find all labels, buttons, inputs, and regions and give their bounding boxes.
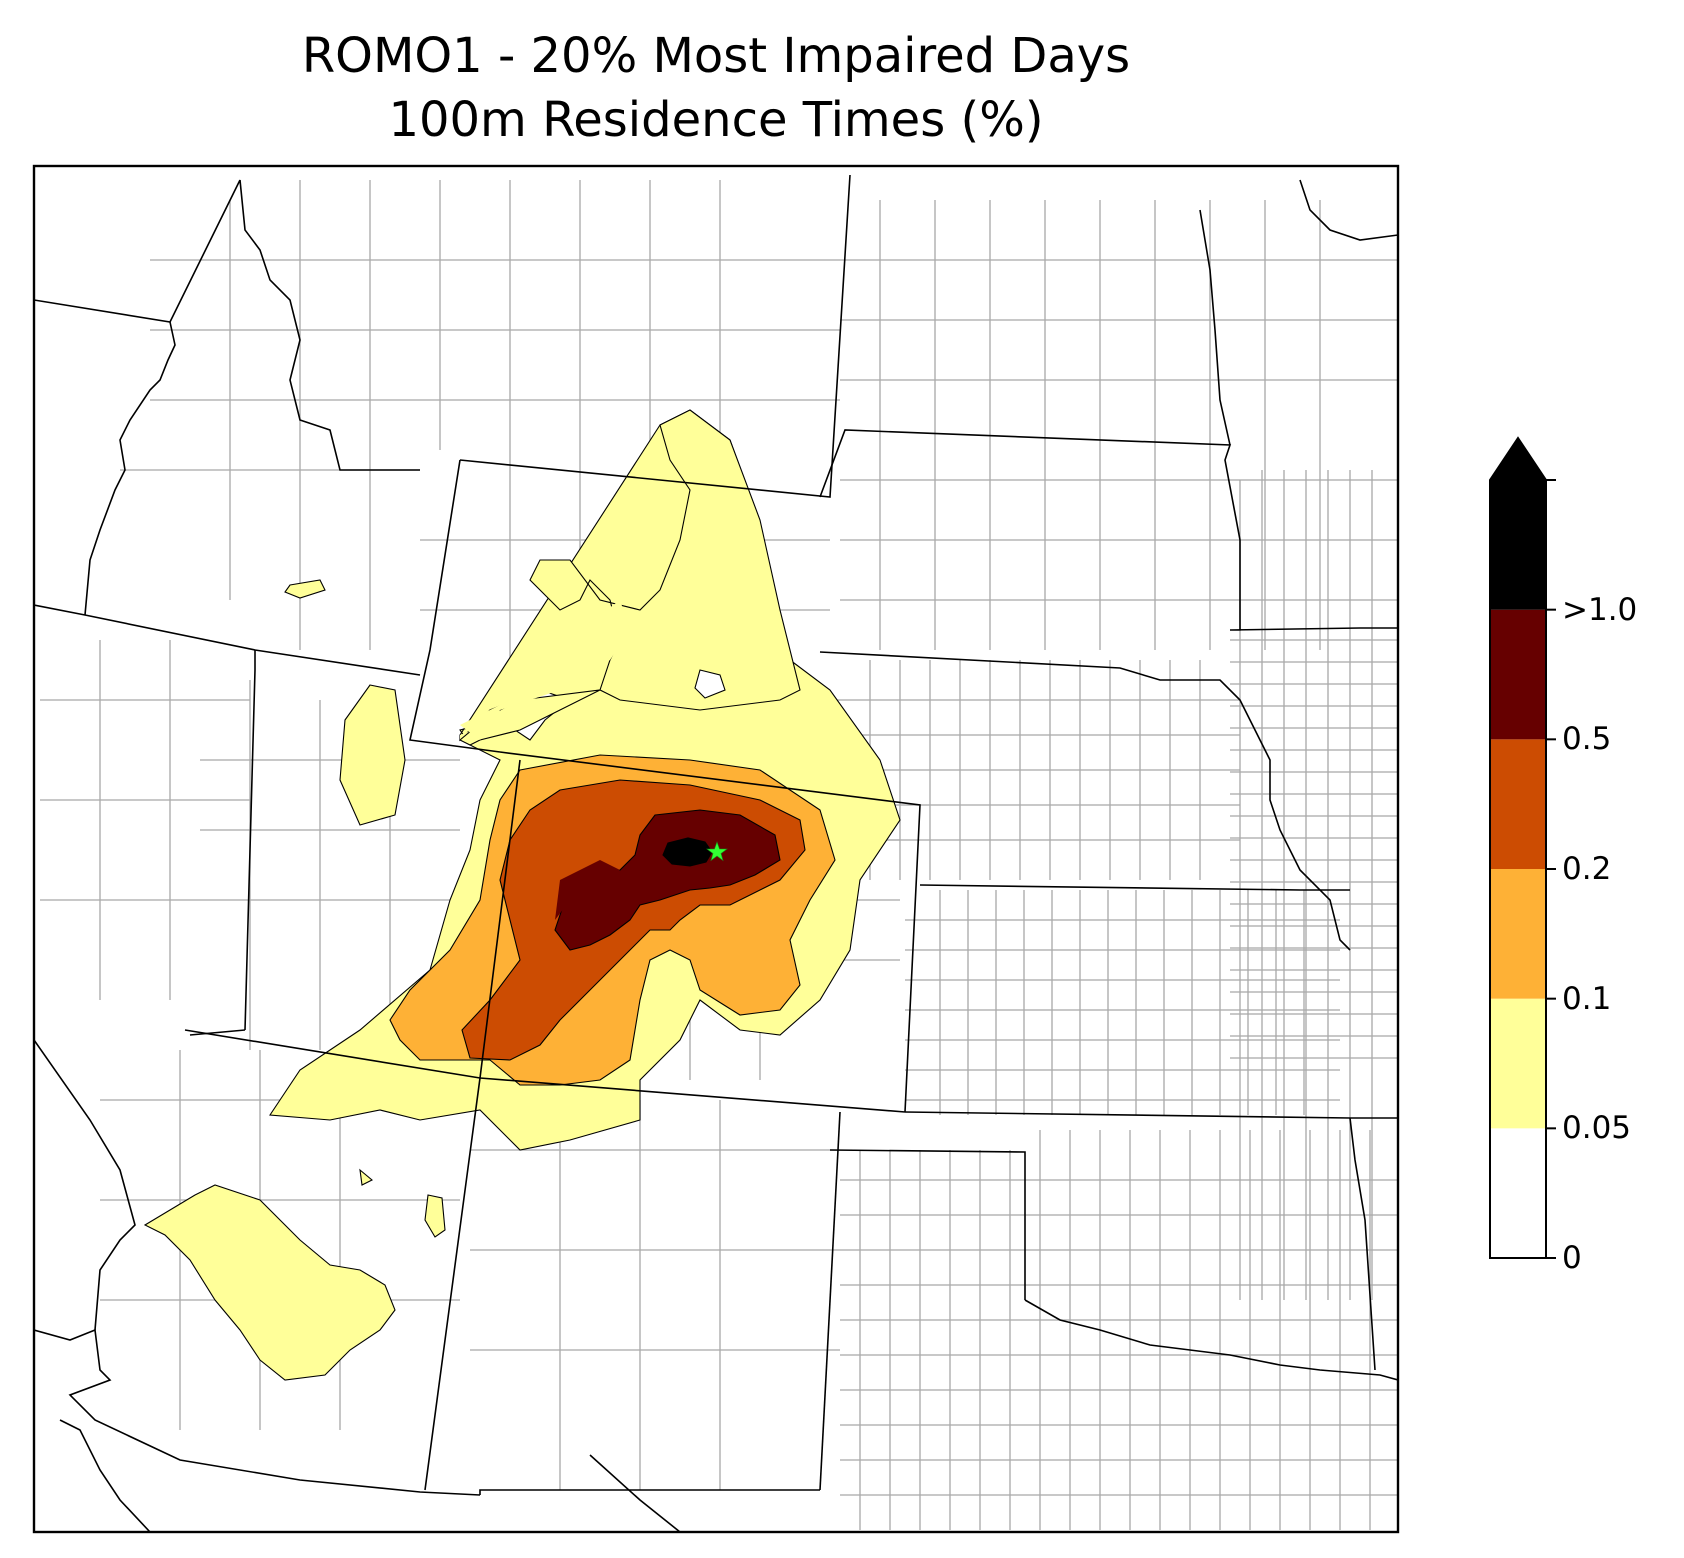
colorbar-tick-label: >1.0	[1562, 591, 1638, 628]
colorbar-segment->1.0	[1490, 480, 1546, 610]
state-borders	[34, 174, 1398, 1532]
colorbar-segment-0.1	[1490, 869, 1546, 999]
colorbar	[1489, 436, 1556, 1259]
colorbar-extend-arrow	[1490, 438, 1546, 480]
residence-time-contours	[143, 409, 901, 1381]
colorbar-tick-label: 0.5	[1562, 721, 1612, 758]
colorbar-segment-0.2	[1490, 739, 1546, 869]
colorbar-segment-0.05	[1490, 998, 1546, 1129]
colorbar-tick-label: 0	[1562, 1240, 1582, 1276]
colorbar-tick-label: 0.1	[1562, 980, 1612, 1017]
map-title-line2: 100m Residence Times (%)	[388, 92, 1044, 148]
colorbar-tick-label: 0.05	[1562, 1110, 1632, 1147]
colorbar-tick-label: 0.2	[1562, 851, 1612, 887]
colorbar-segment-0	[1490, 1128, 1546, 1258]
map-frame	[32, 164, 1400, 1534]
contour-level-1.0	[662, 837, 713, 867]
colorbar-segment-0.5	[1490, 609, 1546, 740]
receptor-marker-star	[706, 841, 728, 862]
map-title-line1: ROMO1 - 20% Most Impaired Days	[301, 28, 1131, 84]
map-plot-area	[34, 174, 1398, 1532]
